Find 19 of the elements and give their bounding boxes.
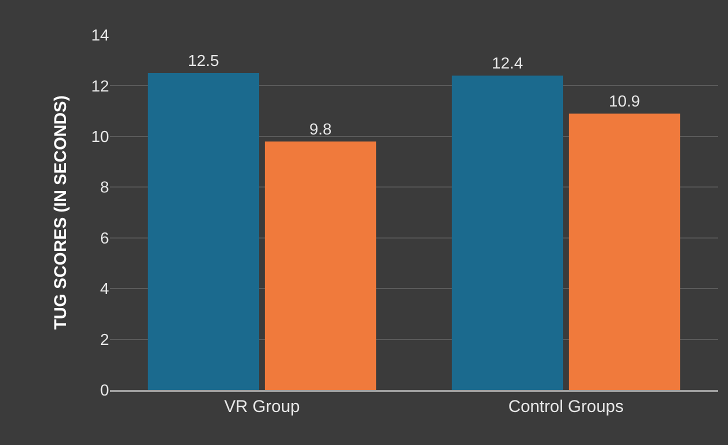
y-tick-label: 4 — [100, 281, 110, 298]
y-tick-label: 0 — [100, 382, 110, 400]
data-label: 12.4 — [492, 56, 524, 73]
bar — [148, 73, 260, 390]
y-tick-label: 14 — [91, 28, 110, 45]
data-label: 10.9 — [608, 94, 640, 111]
y-axis-title: TUG SCORES (IN SECONDS) — [50, 95, 70, 330]
y-tick-label: 8 — [100, 180, 110, 197]
data-label: 9.8 — [309, 122, 332, 138]
x-tick-label: Control Groups — [508, 397, 624, 416]
y-tick-label: 10 — [91, 129, 110, 146]
bar — [452, 76, 564, 390]
data-label: 12.5 — [188, 53, 220, 70]
y-tick-label: 12 — [91, 78, 110, 96]
y-tick-label: 6 — [100, 230, 110, 248]
x-tick-label: VR Group — [224, 397, 300, 416]
bar — [264, 142, 376, 390]
y-tick-label: 2 — [100, 332, 110, 349]
bar — [568, 114, 680, 390]
